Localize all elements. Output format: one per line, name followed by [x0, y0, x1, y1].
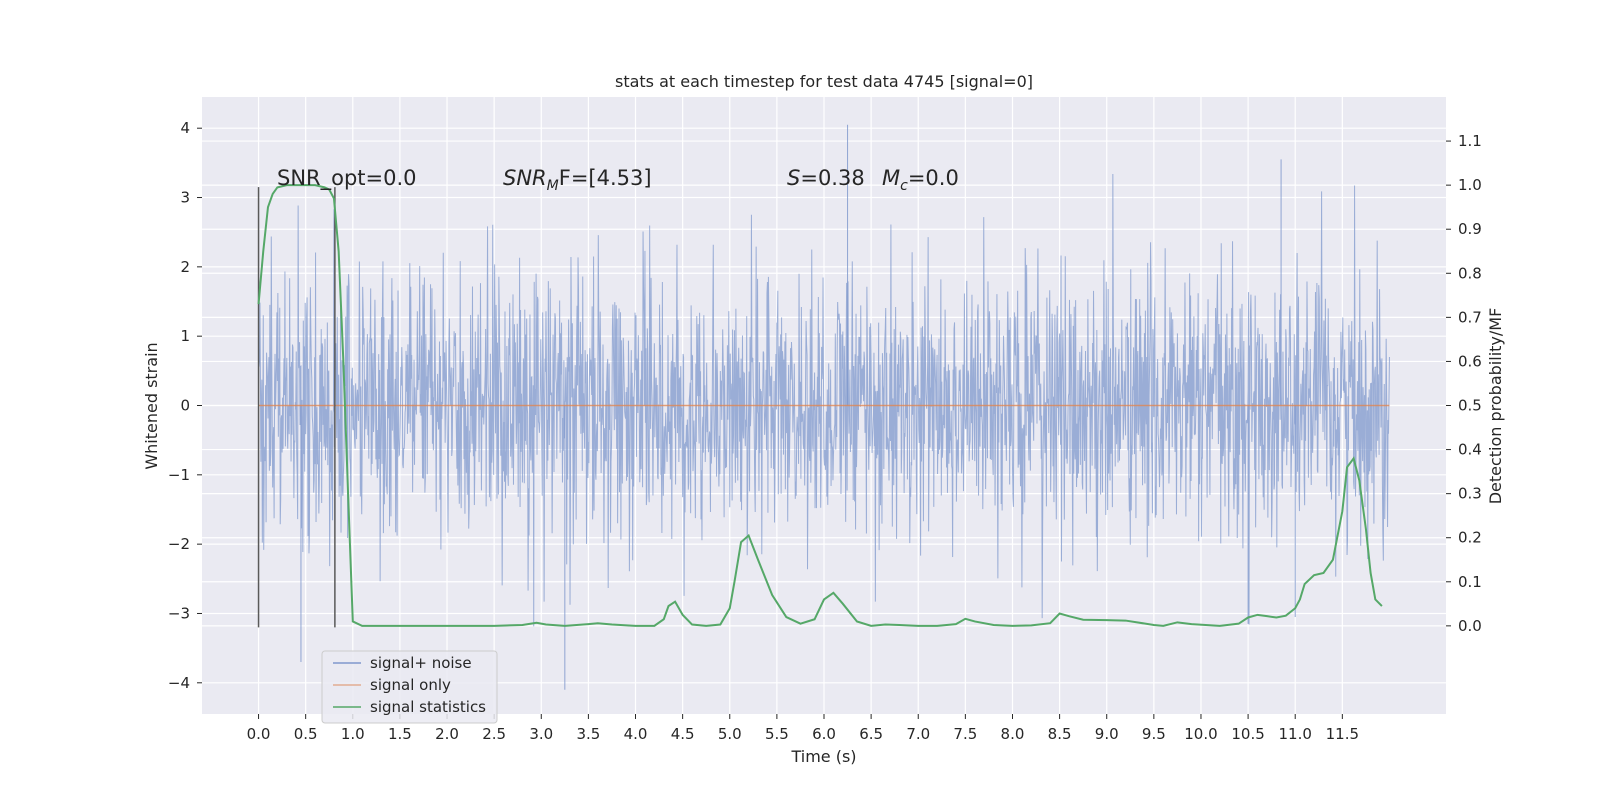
annotation-s: S=0.38 [787, 166, 865, 190]
y-tick-label: 3 [180, 189, 190, 207]
y-right-tick-label: 0.0 [1458, 617, 1482, 635]
x-tick-label: 5.0 [718, 725, 742, 743]
x-tick-label: 0.5 [294, 725, 318, 743]
y-right-tick-label: 0.5 [1458, 397, 1482, 415]
annotation-mc: Mc=0.0 [882, 166, 959, 194]
x-tick-label: 6.5 [859, 725, 883, 743]
annotation-snr-opt: SNR_opt=0.0 [277, 166, 417, 191]
y-right-tick-label: 0.8 [1458, 264, 1482, 282]
annotation-snr-mf-subscript: M [547, 178, 559, 194]
chart-title: stats at each timestep for test data 474… [615, 72, 1033, 91]
legend-box [321, 650, 498, 724]
y-tick-label: −3 [168, 604, 190, 622]
axis-ticks: 0.0 0.5 1.0 1.5 2.0 2.5 3.0 3.5 4.0 4.5 5.0 5.5 6.0 6… [168, 119, 1482, 743]
legend-label-signal-statistics: signal statistics [370, 698, 486, 716]
signal-statistics-line [257, 184, 1383, 627]
y-right-tick-label: 1.0 [1458, 176, 1482, 194]
y-axis-label: Whitened strain [142, 342, 161, 469]
annotation-mc-symbol: M [882, 166, 900, 190]
y-right-tick-label: 0.6 [1458, 352, 1482, 370]
annotation-snr-mf: SNRMF=[4.53] [503, 166, 652, 194]
annotation-s-symbol: S [787, 166, 800, 190]
x-tick-label: 11.5 [1326, 725, 1359, 743]
vertical-markers [257, 187, 336, 628]
x-tick-label: 4.5 [671, 725, 695, 743]
x-tick-label: 9.5 [1142, 725, 1166, 743]
annotation-mc-subscript: c [900, 178, 908, 194]
y-tick-label: 4 [180, 119, 190, 137]
annotation-snr-mf-symbol: SNR [503, 166, 547, 190]
x-tick-label: 0.0 [247, 725, 271, 743]
y-tick-label: −4 [168, 674, 190, 692]
x-tick-label: 5.5 [765, 725, 789, 743]
x-tick-label: 1.0 [341, 725, 365, 743]
y-right-tick-label: 0.7 [1458, 308, 1482, 326]
x-tick-label: 4.0 [624, 725, 648, 743]
x-tick-label: 3.0 [529, 725, 553, 743]
x-tick-label: 2.5 [482, 725, 506, 743]
legend-label-signal-noise: signal+ noise [370, 654, 472, 672]
x-tick-label: 7.0 [906, 725, 930, 743]
y-tick-label: 0 [180, 397, 190, 415]
annotation-snr-mf-value: F=[4.53] [559, 166, 652, 190]
x-tick-label: 8.5 [1048, 725, 1072, 743]
x-tick-label: 11.0 [1279, 725, 1312, 743]
y-right-tick-label: 0.2 [1458, 529, 1482, 547]
x-tick-label: 10.5 [1231, 725, 1264, 743]
y-tick-label: −1 [168, 466, 190, 484]
y-right-tick-label: 0.4 [1458, 441, 1482, 459]
y-right-tick-label: 0.1 [1458, 573, 1482, 591]
x-tick-label: 9.0 [1095, 725, 1119, 743]
legend-label-signal-only: signal only [370, 676, 451, 694]
legend: signal+ noise signal only signal statist… [321, 650, 498, 724]
signal-plus-noise-line [258, 173, 1390, 627]
y-tick-label: −2 [168, 535, 190, 553]
annotation-mc-value: =0.0 [908, 166, 959, 190]
x-tick-label: 10.0 [1184, 725, 1217, 743]
y-right-tick-label: 1.1 [1458, 132, 1482, 150]
signal-statistics-series [257, 184, 1383, 627]
x-tick-label: 3.5 [576, 725, 600, 743]
x-axis-label: Time (s) [790, 747, 856, 766]
y-right-tick-label: 0.9 [1458, 220, 1482, 238]
x-tick-label: 8.0 [1001, 725, 1025, 743]
x-tick-label: 7.5 [953, 725, 977, 743]
y-right-tick-label: 0.3 [1458, 485, 1482, 503]
annotation-s-value: =0.38 [800, 166, 864, 190]
y-right-axis-label: Detection probability/MF [1486, 308, 1505, 505]
x-tick-label: 1.5 [388, 725, 412, 743]
x-tick-label: 2.0 [435, 725, 459, 743]
y-tick-label: 2 [180, 258, 190, 276]
x-tick-label: 6.0 [812, 725, 836, 743]
y-tick-label: 1 [180, 327, 190, 345]
